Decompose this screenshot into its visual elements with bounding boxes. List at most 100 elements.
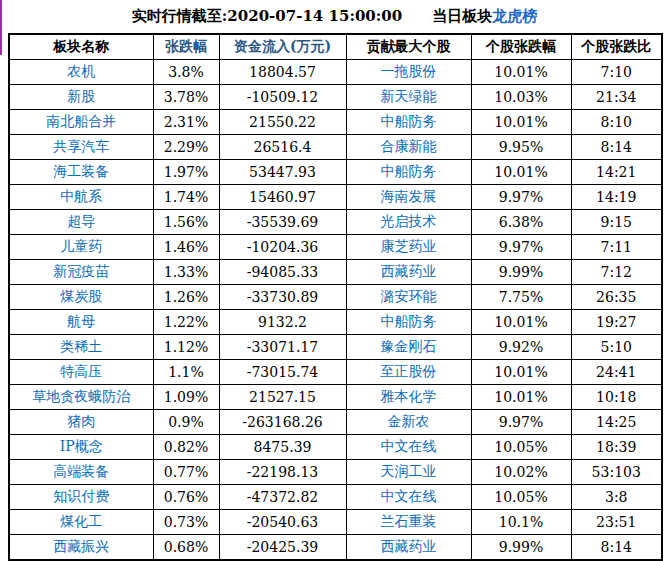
stock-change-cell: 6.38% xyxy=(471,210,571,235)
top-stock-link[interactable]: 一拖股份 xyxy=(346,60,471,85)
inflow-cell: 21527.15 xyxy=(219,385,346,410)
inflow-cell: -35539.69 xyxy=(219,210,346,235)
sector-link[interactable]: 南北船合并 xyxy=(9,110,153,135)
stock-change-cell: 10.01% xyxy=(471,310,571,335)
table-row: 煤化工0.73%-20540.63兰石重装10.1%23:51 xyxy=(9,510,662,535)
top-stock-link[interactable]: 雅本化学 xyxy=(346,385,471,410)
top-stock-link[interactable]: 金新农 xyxy=(346,410,471,435)
stock-change-cell: 10.1% xyxy=(471,510,571,535)
top-stock-link[interactable]: 中文在线 xyxy=(346,485,471,510)
stock-change-cell: 9.97% xyxy=(471,410,571,435)
top-stock-link[interactable]: 兰石重装 xyxy=(346,510,471,535)
top-stock-link[interactable]: 海南发展 xyxy=(346,185,471,210)
top-stock-link[interactable]: 西藏药业 xyxy=(346,535,471,561)
sector-change-cell: 1.22% xyxy=(153,310,219,335)
sector-link[interactable]: 高端装备 xyxy=(9,460,153,485)
sector-link[interactable]: 中航系 xyxy=(9,185,153,210)
sector-change-cell: 0.68% xyxy=(153,535,219,561)
sector-link[interactable]: 新股 xyxy=(9,85,153,110)
column-header-4: 个股张跌幅 xyxy=(471,34,571,60)
column-header-0: 板块名称 xyxy=(9,34,153,60)
up-down-ratio-cell: 7:11 xyxy=(571,235,662,260)
up-down-ratio-cell: 53:103 xyxy=(571,460,662,485)
sector-link[interactable]: 猪肉 xyxy=(9,410,153,435)
table-body: 农机3.8%18804.57一拖股份10.01%7:10新股3.78%-1050… xyxy=(9,60,662,561)
left-edge-marker xyxy=(0,0,2,55)
up-down-ratio-cell: 14:21 xyxy=(571,160,662,185)
top-stock-link[interactable]: 新天绿能 xyxy=(346,85,471,110)
stock-change-cell: 10.03% xyxy=(471,85,571,110)
sector-link[interactable]: 航母 xyxy=(9,310,153,335)
top-stock-link[interactable]: 合康新能 xyxy=(346,135,471,160)
up-down-ratio-cell: 3:8 xyxy=(571,485,662,510)
inflow-cell: 53447.93 xyxy=(219,160,346,185)
up-down-ratio-cell: 14:19 xyxy=(571,185,662,210)
sector-link[interactable]: 超导 xyxy=(9,210,153,235)
stock-change-cell: 10.01% xyxy=(471,110,571,135)
sector-link[interactable]: 共享汽车 xyxy=(9,135,153,160)
sector-link[interactable]: 农机 xyxy=(9,60,153,85)
sector-change-cell: 1.33% xyxy=(153,260,219,285)
table-row: 超导1.56%-35539.69光启技术6.38%9:15 xyxy=(9,210,662,235)
up-down-ratio-cell: 24:41 xyxy=(571,360,662,385)
stock-change-cell: 10.01% xyxy=(471,360,571,385)
inflow-cell: -22198.13 xyxy=(219,460,346,485)
inflow-cell: 26516.4 xyxy=(219,135,346,160)
up-down-ratio-cell: 8:14 xyxy=(571,535,662,561)
up-down-ratio-cell: 9:15 xyxy=(571,210,662,235)
top-stock-link[interactable]: 西藏药业 xyxy=(346,260,471,285)
table-row: 共享汽车2.29%26516.4合康新能9.95%8:14 xyxy=(9,135,662,160)
stock-change-cell: 9.92% xyxy=(471,335,571,360)
inflow-cell: 18804.57 xyxy=(219,60,346,85)
up-down-ratio-cell: 19:27 xyxy=(571,310,662,335)
column-header-1[interactable]: 张跌幅 xyxy=(153,34,219,60)
table-row: 航母1.22%9132.2中船防务10.01%19:27 xyxy=(9,310,662,335)
sector-link[interactable]: 煤炭股 xyxy=(9,285,153,310)
stock-change-cell: 10.02% xyxy=(471,460,571,485)
table-row: 高端装备0.77%-22198.13天润工业10.02%53:103 xyxy=(9,460,662,485)
sector-link[interactable]: 儿童药 xyxy=(9,235,153,260)
sector-change-cell: 1.1% xyxy=(153,360,219,385)
inflow-cell: 8475.39 xyxy=(219,435,346,460)
table-row: 农机3.8%18804.57一拖股份10.01%7:10 xyxy=(9,60,662,85)
inflow-cell: 15460.97 xyxy=(219,185,346,210)
table-row: 知识付费0.76%-47372.82中文在线10.05%3:8 xyxy=(9,485,662,510)
sector-change-cell: 1.56% xyxy=(153,210,219,235)
up-down-ratio-cell: 23:51 xyxy=(571,510,662,535)
stock-change-cell: 9.97% xyxy=(471,235,571,260)
stock-change-cell: 7.75% xyxy=(471,285,571,310)
top-stock-link[interactable]: 光启技术 xyxy=(346,210,471,235)
sector-link[interactable]: IP概念 xyxy=(9,435,153,460)
inflow-cell: 21550.22 xyxy=(219,110,346,135)
board-prefix-label: 当日板块 xyxy=(432,7,492,25)
top-stock-link[interactable]: 天润工业 xyxy=(346,460,471,485)
inflow-cell: 9132.2 xyxy=(219,310,346,335)
column-header-5: 个股张跌比 xyxy=(571,34,662,60)
top-stock-link[interactable]: 豫金刚石 xyxy=(346,335,471,360)
sector-link[interactable]: 西藏振兴 xyxy=(9,535,153,561)
up-down-ratio-cell: 8:10 xyxy=(571,110,662,135)
column-header-2[interactable]: 资金流入(万元) xyxy=(219,34,346,60)
top-stock-link[interactable]: 中文在线 xyxy=(346,435,471,460)
up-down-ratio-cell: 5:10 xyxy=(571,335,662,360)
table-row: 儿童药1.46%-10204.36康芝药业9.97%7:11 xyxy=(9,235,662,260)
top-stock-link[interactable]: 康芝药业 xyxy=(346,235,471,260)
inflow-cell: -263168.26 xyxy=(219,410,346,435)
top-stock-link[interactable]: 潞安环能 xyxy=(346,285,471,310)
sector-link[interactable]: 类稀土 xyxy=(9,335,153,360)
sector-link[interactable]: 知识付费 xyxy=(9,485,153,510)
top-stock-link[interactable]: 中船防务 xyxy=(346,310,471,335)
top-stock-link[interactable]: 中船防务 xyxy=(346,160,471,185)
sector-link[interactable]: 草地贪夜蛾防治 xyxy=(9,385,153,410)
sector-link[interactable]: 海工装备 xyxy=(9,160,153,185)
table-row: 新股3.78%-10509.12新天绿能10.03%21:34 xyxy=(9,85,662,110)
sector-link[interactable]: 新冠疫苗 xyxy=(9,260,153,285)
sector-change-cell: 1.26% xyxy=(153,285,219,310)
dragon-tiger-board-link[interactable]: 龙虎榜 xyxy=(492,7,537,25)
top-stock-link[interactable]: 中船防务 xyxy=(346,110,471,135)
sector-link[interactable]: 煤化工 xyxy=(9,510,153,535)
top-stock-link[interactable]: 至正股份 xyxy=(346,360,471,385)
inflow-cell: -94085.33 xyxy=(219,260,346,285)
table-row: 猪肉0.9%-263168.26金新农9.97%14:25 xyxy=(9,410,662,435)
sector-link[interactable]: 特高压 xyxy=(9,360,153,385)
